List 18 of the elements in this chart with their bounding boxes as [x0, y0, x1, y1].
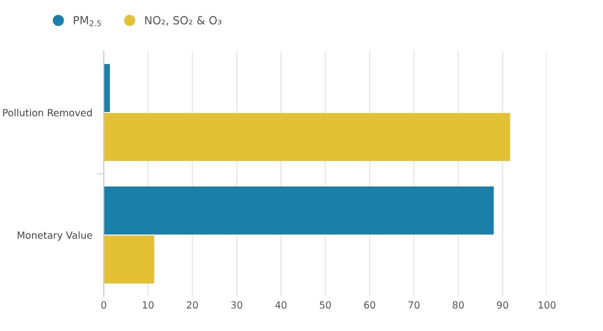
x-tick-label: 80 [452, 301, 464, 309]
legend-label: NO₂, SO₂ & O₃ [145, 16, 222, 26]
x-tick-label: 100 [538, 301, 556, 309]
x-tick-label: 30 [231, 301, 242, 309]
legend-label: PM$_{2.5}$ [74, 16, 101, 26]
x-tick-label: 50 [320, 301, 331, 309]
x-tick-label: 70 [408, 301, 420, 309]
x-tick-label: 60 [364, 301, 376, 309]
y-tick-label: Monetary Value [18, 231, 92, 241]
x-tick-label: 10 [142, 301, 154, 309]
x-tick-label: 40 [275, 301, 287, 309]
bar [104, 236, 154, 284]
x-tick-label: 20 [186, 301, 198, 309]
y-tick-label: Pollution Removed [3, 108, 92, 116]
bar [104, 113, 510, 162]
x-tick-label: 0 [101, 301, 106, 309]
x-tick-label: 90 [497, 301, 508, 309]
bar [104, 186, 494, 235]
